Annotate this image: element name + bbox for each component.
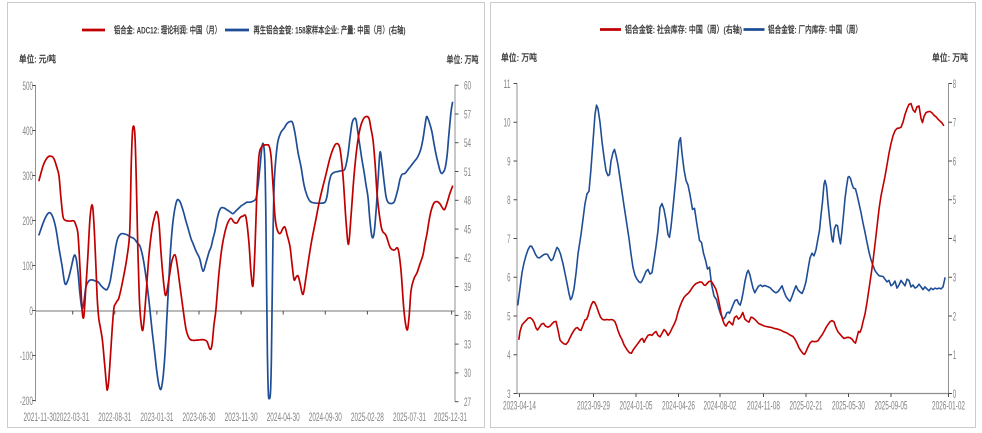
svg-text:27: 27	[464, 395, 471, 409]
svg-text:100: 100	[23, 259, 34, 273]
svg-text:铝合金: ADC12: 理论利润: 中国（月）: 铝合金: ADC12: 理论利润: 中国（月）	[114, 24, 221, 36]
svg-text:2024-08-02: 2024-08-02	[704, 399, 737, 413]
svg-text:36: 36	[464, 309, 471, 323]
svg-text:2023-11-30: 2023-11-30	[225, 410, 258, 424]
svg-text:2025-05-30: 2025-05-30	[832, 399, 865, 413]
svg-text:-200: -200	[20, 394, 33, 408]
svg-text:8: 8	[507, 193, 511, 207]
svg-text:500: 500	[23, 79, 34, 93]
svg-text:51: 51	[464, 165, 471, 179]
svg-text:2023-01-31: 2023-01-31	[140, 410, 173, 424]
svg-text:400: 400	[23, 124, 34, 138]
svg-text:4: 4	[507, 348, 511, 362]
svg-text:2: 2	[953, 309, 957, 323]
svg-text:6: 6	[953, 154, 957, 168]
svg-text:11: 11	[504, 77, 511, 91]
svg-text:-100: -100	[20, 349, 33, 363]
svg-text:2025-09-05: 2025-09-05	[875, 399, 908, 413]
svg-text:2026-01-02: 2026-01-02	[932, 399, 965, 413]
svg-text:200: 200	[23, 214, 34, 228]
svg-text:2025-07-31: 2025-07-31	[393, 410, 426, 424]
svg-text:2022-08-31: 2022-08-31	[98, 410, 131, 424]
svg-text:2025-02-28: 2025-02-28	[351, 410, 384, 424]
svg-text:0: 0	[29, 304, 33, 318]
svg-text:2025-12-31: 2025-12-31	[434, 410, 467, 424]
svg-text:2025-02-21: 2025-02-21	[790, 399, 823, 413]
svg-text:8: 8	[953, 77, 957, 91]
svg-text:4: 4	[953, 232, 957, 246]
svg-text:1: 1	[953, 348, 957, 362]
svg-text:再生铝合金锭: 158家样本企业: 产量: 中国（月）(右轴: 再生铝合金锭: 158家样本企业: 产量: 中国（月）(右轴)	[254, 24, 406, 36]
svg-text:60: 60	[464, 79, 471, 93]
svg-text:2024-01-05: 2024-01-05	[620, 399, 653, 413]
svg-text:单位: 万吨: 单位: 万吨	[447, 54, 479, 66]
svg-text:单位: 万吨: 单位: 万吨	[932, 52, 968, 64]
svg-text:45: 45	[464, 222, 471, 236]
svg-text:2021-11-30: 2021-11-30	[24, 410, 57, 424]
svg-text:2023-09-29: 2023-09-29	[577, 399, 610, 413]
svg-text:3: 3	[953, 271, 957, 285]
svg-text:2024-11-08: 2024-11-08	[747, 399, 780, 413]
svg-text:33: 33	[464, 337, 471, 351]
svg-text:单位: 元/吨: 单位: 元/吨	[19, 54, 56, 66]
svg-text:2022-03-31: 2022-03-31	[56, 410, 89, 424]
svg-text:7: 7	[953, 116, 957, 130]
svg-text:30: 30	[464, 366, 471, 380]
svg-text:2023-06-30: 2023-06-30	[183, 410, 216, 424]
svg-text:57: 57	[464, 107, 471, 121]
svg-text:10: 10	[504, 116, 511, 130]
svg-text:铝合金锭: 厂内库存: 中国（周）: 铝合金锭: 厂内库存: 中国（周）	[768, 24, 862, 36]
svg-text:54: 54	[464, 136, 471, 150]
svg-text:42: 42	[464, 251, 471, 265]
svg-text:单位: 万吨: 单位: 万吨	[501, 52, 537, 64]
svg-text:3: 3	[507, 387, 511, 401]
svg-text:2024-04-26: 2024-04-26	[662, 399, 695, 413]
svg-text:5: 5	[507, 309, 511, 323]
svg-text:39: 39	[464, 280, 471, 294]
svg-text:6: 6	[507, 271, 511, 285]
svg-text:48: 48	[464, 194, 471, 208]
svg-text:9: 9	[507, 154, 511, 168]
svg-text:2023-04-14: 2023-04-14	[503, 399, 536, 413]
svg-text:2024-04-30: 2024-04-30	[267, 410, 300, 424]
svg-text:铝合金锭: 社会库存: 中国（周）(右轴): 铝合金锭: 社会库存: 中国（周）(右轴)	[625, 24, 742, 36]
svg-text:2024-09-30: 2024-09-30	[309, 410, 342, 424]
svg-text:300: 300	[23, 169, 34, 183]
svg-text:5: 5	[953, 193, 957, 207]
svg-text:0: 0	[953, 387, 957, 401]
svg-text:7: 7	[507, 232, 511, 246]
